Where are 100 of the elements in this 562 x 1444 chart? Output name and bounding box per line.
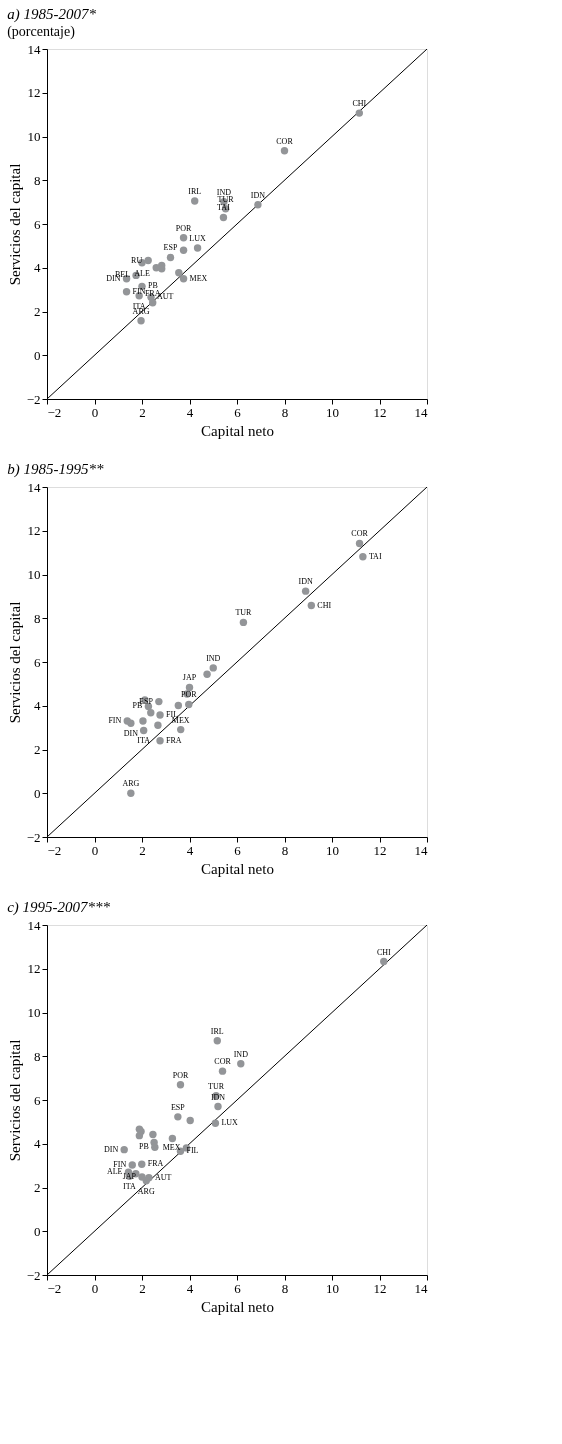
- annotation: IND: [216, 187, 232, 197]
- x-tick-label: 14: [414, 1280, 428, 1296]
- annotation: LUX: [189, 234, 207, 244]
- annotation: TUR: [208, 1081, 225, 1091]
- y-tick-label: 10: [27, 129, 41, 144]
- annotation: FRA: [147, 1159, 164, 1169]
- annotation: IDN: [298, 577, 313, 587]
- annotation: ARG: [122, 779, 140, 789]
- annotation: MEX: [189, 273, 208, 283]
- y-tick-label: 0: [34, 1223, 41, 1239]
- y-tick-label: 14: [27, 41, 41, 57]
- x-tick-label: 2: [139, 842, 146, 858]
- annotation: JAP: [182, 673, 197, 683]
- y-axis-title: Servicios del capital: [6, 163, 23, 286]
- annotation: IND: [206, 653, 221, 663]
- y-tick-label: 12: [27, 961, 41, 977]
- y-tick-label: −2: [26, 829, 41, 845]
- y-tick-label: 8: [34, 1048, 41, 1064]
- y-tick-label: 10: [27, 1005, 41, 1020]
- y-tick-label: 12: [27, 85, 41, 101]
- y-tick-label: 10: [27, 567, 41, 582]
- annotation: FIN: [108, 716, 122, 726]
- x-tick-label: 14: [414, 842, 428, 858]
- annotation: COR: [214, 1057, 232, 1067]
- y-tick-label: 4: [34, 1136, 41, 1152]
- x-tick-label: 4: [186, 842, 194, 858]
- annotation: CHI: [352, 99, 367, 109]
- annotation: TAI: [217, 203, 231, 213]
- annotation: TUR: [217, 194, 235, 204]
- annotation: CHI: [376, 947, 391, 957]
- x-tick-label: 8: [281, 842, 289, 858]
- annotation: IRL: [188, 187, 202, 197]
- y-tick-label: 2: [34, 1180, 41, 1195]
- y-tick-label: 2: [34, 304, 41, 319]
- annotation: POR: [175, 223, 193, 233]
- annotation: CHI: [317, 600, 332, 610]
- x-tick-label: 6: [234, 1280, 242, 1296]
- annotation: DIN: [123, 729, 139, 739]
- chart-title: c) 1995-2007***: [7, 899, 111, 916]
- x-tick-label: 10: [326, 1280, 339, 1296]
- x-axis-title: Capital neto: [201, 860, 274, 877]
- annotation: AUT: [154, 1172, 172, 1182]
- x-tick-label: 0: [91, 1280, 99, 1296]
- annotation: ITA: [137, 736, 151, 746]
- x-axis-title: Capital neto: [201, 422, 274, 439]
- y-tick-label: −2: [26, 1267, 41, 1283]
- y-tick-label: 0: [34, 785, 41, 801]
- annotation: PB: [148, 281, 158, 291]
- y-tick-label: 14: [27, 479, 41, 495]
- y-tick-label: 2: [34, 742, 41, 757]
- x-tick-label: 10: [326, 842, 339, 858]
- annotation: IDN: [250, 190, 266, 200]
- x-tick-label: 0: [91, 404, 99, 420]
- annotation: POR: [172, 1070, 189, 1080]
- annotation: MEX: [162, 1142, 181, 1152]
- annotation: RU: [131, 255, 143, 265]
- annotation: TUR: [235, 608, 253, 618]
- annotation: FIN: [113, 1159, 127, 1169]
- x-tick-label: 8: [281, 404, 289, 420]
- x-tick-label: 12: [373, 1280, 387, 1296]
- annotation: FIL: [186, 1146, 199, 1156]
- annotation: COR: [351, 529, 369, 539]
- x-tick-label: 12: [373, 404, 387, 420]
- x-tick-label: 14: [414, 404, 428, 420]
- x-tick-label: 2: [139, 404, 146, 420]
- chart-title: a) 1985-2007*: [7, 6, 97, 23]
- annotation: FIN: [132, 286, 146, 296]
- annotation: ESP: [170, 1102, 186, 1112]
- y-tick-label: 4: [34, 698, 41, 714]
- y-tick-label: 8: [34, 610, 41, 626]
- y-axis-title: Servicios del capital: [6, 1039, 23, 1162]
- x-tick-label: 6: [234, 404, 242, 420]
- y-axis-title: Servicios del capital: [6, 601, 23, 724]
- x-tick-label: 4: [186, 404, 194, 420]
- y-tick-label: 6: [34, 216, 41, 232]
- annotation: DIN: [103, 1144, 119, 1154]
- y-tick-label: 8: [34, 172, 41, 188]
- x-tick-label: −2: [47, 404, 62, 420]
- x-tick-label: 12: [373, 842, 387, 858]
- x-tick-label: 8: [281, 1280, 289, 1296]
- annotation: COR: [276, 136, 294, 146]
- annotation: IND: [233, 1049, 249, 1059]
- annotation: ALE: [134, 268, 150, 278]
- annotation: FRA: [166, 735, 182, 745]
- x-tick-label: 4: [186, 1280, 194, 1296]
- annotation: ITA: [123, 1182, 136, 1192]
- y-tick-label: 14: [27, 917, 41, 933]
- chart-title: b) 1985-1995**: [7, 461, 104, 478]
- annotation: POR: [181, 690, 198, 700]
- x-tick-label: 0: [91, 842, 99, 858]
- chart-subtitle: (porcentaje): [7, 24, 76, 40]
- y-tick-label: −2: [26, 391, 41, 407]
- x-axis-title: Capital neto: [201, 1298, 274, 1315]
- annotation: TAI: [368, 551, 382, 561]
- y-tick-label: 12: [27, 523, 41, 539]
- y-tick-label: 6: [34, 1092, 41, 1108]
- annotation: ALE: [106, 1167, 123, 1177]
- y-tick-label: 6: [34, 654, 41, 670]
- x-tick-label: 2: [139, 1280, 146, 1296]
- annotation: IDN: [210, 1092, 226, 1102]
